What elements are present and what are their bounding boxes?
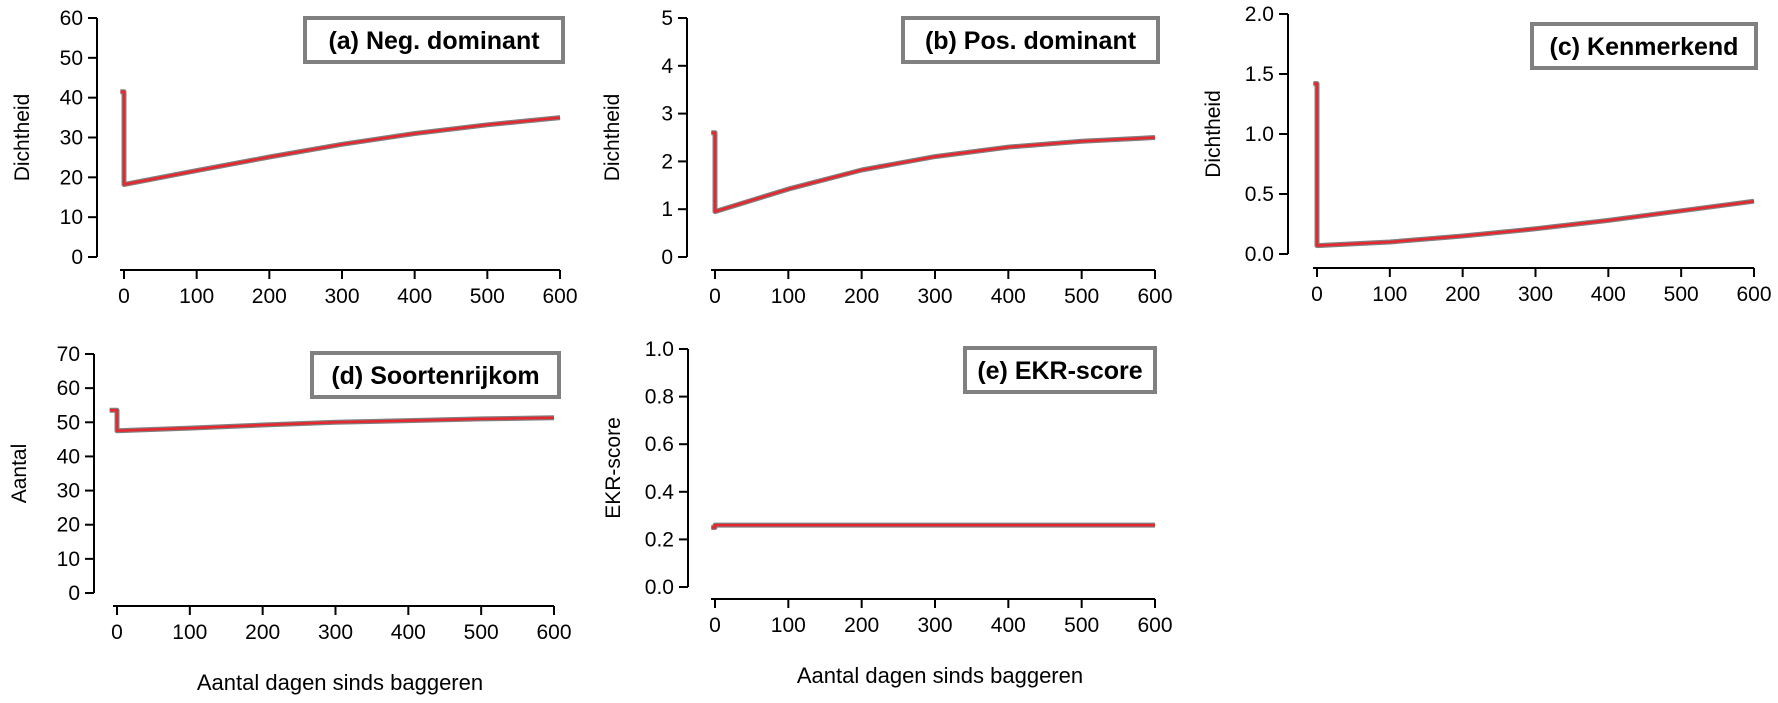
panel-title: (a) Neg. dominant [328,27,540,55]
y-tick-label: 0 [661,246,673,269]
x-tick-label: 500 [1664,283,1699,306]
series-line-0 [109,409,555,433]
y-tick-label: 0 [71,246,83,269]
series-line-0 [1313,82,1755,247]
x-axis-title-left: Aantal dagen sinds baggeren [197,670,483,695]
y-tick-label: 0 [68,582,80,605]
series-line-0 [711,523,1155,529]
x-axis-title-right: Aantal dagen sinds baggeren [797,663,1083,688]
y-tick-label: 40 [60,87,83,110]
y-tick-label: 4 [661,55,673,78]
x-tick-label: 200 [844,614,879,637]
series-shadow-0 [1313,81,1755,249]
panel-title: (d) Soortenrijkom [331,362,539,390]
x-tick-label: 100 [172,621,207,644]
y-tick-label: 10 [57,548,80,571]
chart-panel-3: 0 10 20 30 40 50 60 70 0 100 200 300 400 500 600 Aantal… [8,343,572,644]
x-tick-label: 400 [397,285,432,308]
y-tick-label: 60 [60,7,83,30]
x-tick-label: 400 [991,285,1026,308]
series-shadow-0 [120,89,561,187]
x-tick-label: 0 [709,614,721,637]
x-tick-label: 500 [1064,614,1099,637]
x-tick-label: 0 [118,285,130,308]
y-axis-title: EKR-score [602,417,625,519]
x-tick-label: 0 [1311,283,1323,306]
panel-title: (b) Pos. dominant [925,27,1137,55]
series-line-0 [711,131,1156,213]
x-tick-label: 500 [1064,285,1099,308]
y-tick-label: 50 [57,411,80,434]
x-tick-label: 600 [1137,285,1172,308]
panel-title-box [963,346,1157,394]
y-tick-label: 20 [60,166,83,189]
x-tick-label: 100 [179,285,214,308]
x-tick-label: 300 [1518,283,1553,306]
x-tick-label: 600 [542,285,577,308]
y-tick-label: 70 [57,343,80,366]
y-tick-label: 3 [661,103,673,126]
y-tick-label: 20 [57,514,80,537]
y-tick-label: 40 [57,445,80,468]
y-tick-label: 0.0 [645,576,674,599]
chart-panel-2: 0.0 0.5 1.0 1.5 2.0 0 100 200 300 400 500 600 Dichth… [1202,3,1772,306]
x-tick-label: 200 [245,621,280,644]
y-tick-label: 0.5 [1245,183,1274,206]
y-tick-label: 5 [661,7,673,30]
series-line-0 [120,90,561,186]
y-axis-title: Dichtheid [601,94,624,182]
x-tick-label: 200 [252,285,287,308]
y-tick-label: 2 [661,150,673,173]
y-tick-label: 30 [60,127,83,150]
chart-panel-4: 0.0 0.2 0.4 0.6 0.8 1.0 0 100 200 300 400 500 600 EKR… [602,338,1173,637]
x-tick-label: 600 [1137,614,1172,637]
x-tick-label: 100 [771,285,806,308]
y-tick-label: 0.6 [645,433,674,456]
y-tick-label: 50 [60,47,83,70]
x-tick-label: 200 [844,285,879,308]
panel-title-box [310,351,561,399]
x-tick-label: 300 [917,285,952,308]
x-tick-label: 400 [1591,283,1626,306]
y-tick-label: 10 [60,206,83,229]
series-shadow-0 [711,130,1156,215]
y-tick-label: 30 [57,480,80,503]
panel-title-box [901,16,1160,64]
x-tick-label: 400 [991,614,1026,637]
panel-title-box [1530,22,1758,70]
x-tick-label: 100 [771,614,806,637]
y-axis-title: Dichtheid [11,94,34,182]
chart-panel-1: 0 1 2 3 4 5 0 100 200 300 400 500 600 Dichtheid (b) Po… [601,7,1173,308]
x-tick-label: 0 [709,285,721,308]
x-tick-label: 500 [470,285,505,308]
x-tick-label: 300 [324,285,359,308]
panel-title-box [303,16,565,64]
x-tick-label: 300 [318,621,353,644]
x-tick-label: 200 [1445,283,1480,306]
y-tick-label: 1.0 [645,338,674,361]
y-tick-label: 0.2 [645,528,674,551]
y-axis-title: Aantal [8,444,31,504]
x-tick-label: 0 [111,621,123,644]
x-tick-label: 600 [536,621,571,644]
x-tick-label: 400 [391,621,426,644]
y-tick-label: 0.4 [645,481,675,504]
x-tick-label: 300 [917,614,952,637]
y-axis-title: Dichtheid [1202,90,1225,178]
y-tick-label: 0.8 [645,386,674,409]
y-tick-label: 2.0 [1245,3,1274,26]
y-tick-label: 0.0 [1245,243,1274,266]
x-tick-label: 100 [1372,283,1407,306]
y-tick-label: 1.0 [1245,123,1274,146]
panel-title: (c) Kenmerkend [1550,33,1739,61]
y-tick-label: 60 [57,377,80,400]
x-tick-label: 600 [1736,283,1771,306]
y-tick-label: 1 [661,198,673,221]
x-tick-label: 500 [464,621,499,644]
y-tick-label: 1.5 [1245,63,1274,86]
panel-title: (e) EKR-score [977,357,1142,385]
